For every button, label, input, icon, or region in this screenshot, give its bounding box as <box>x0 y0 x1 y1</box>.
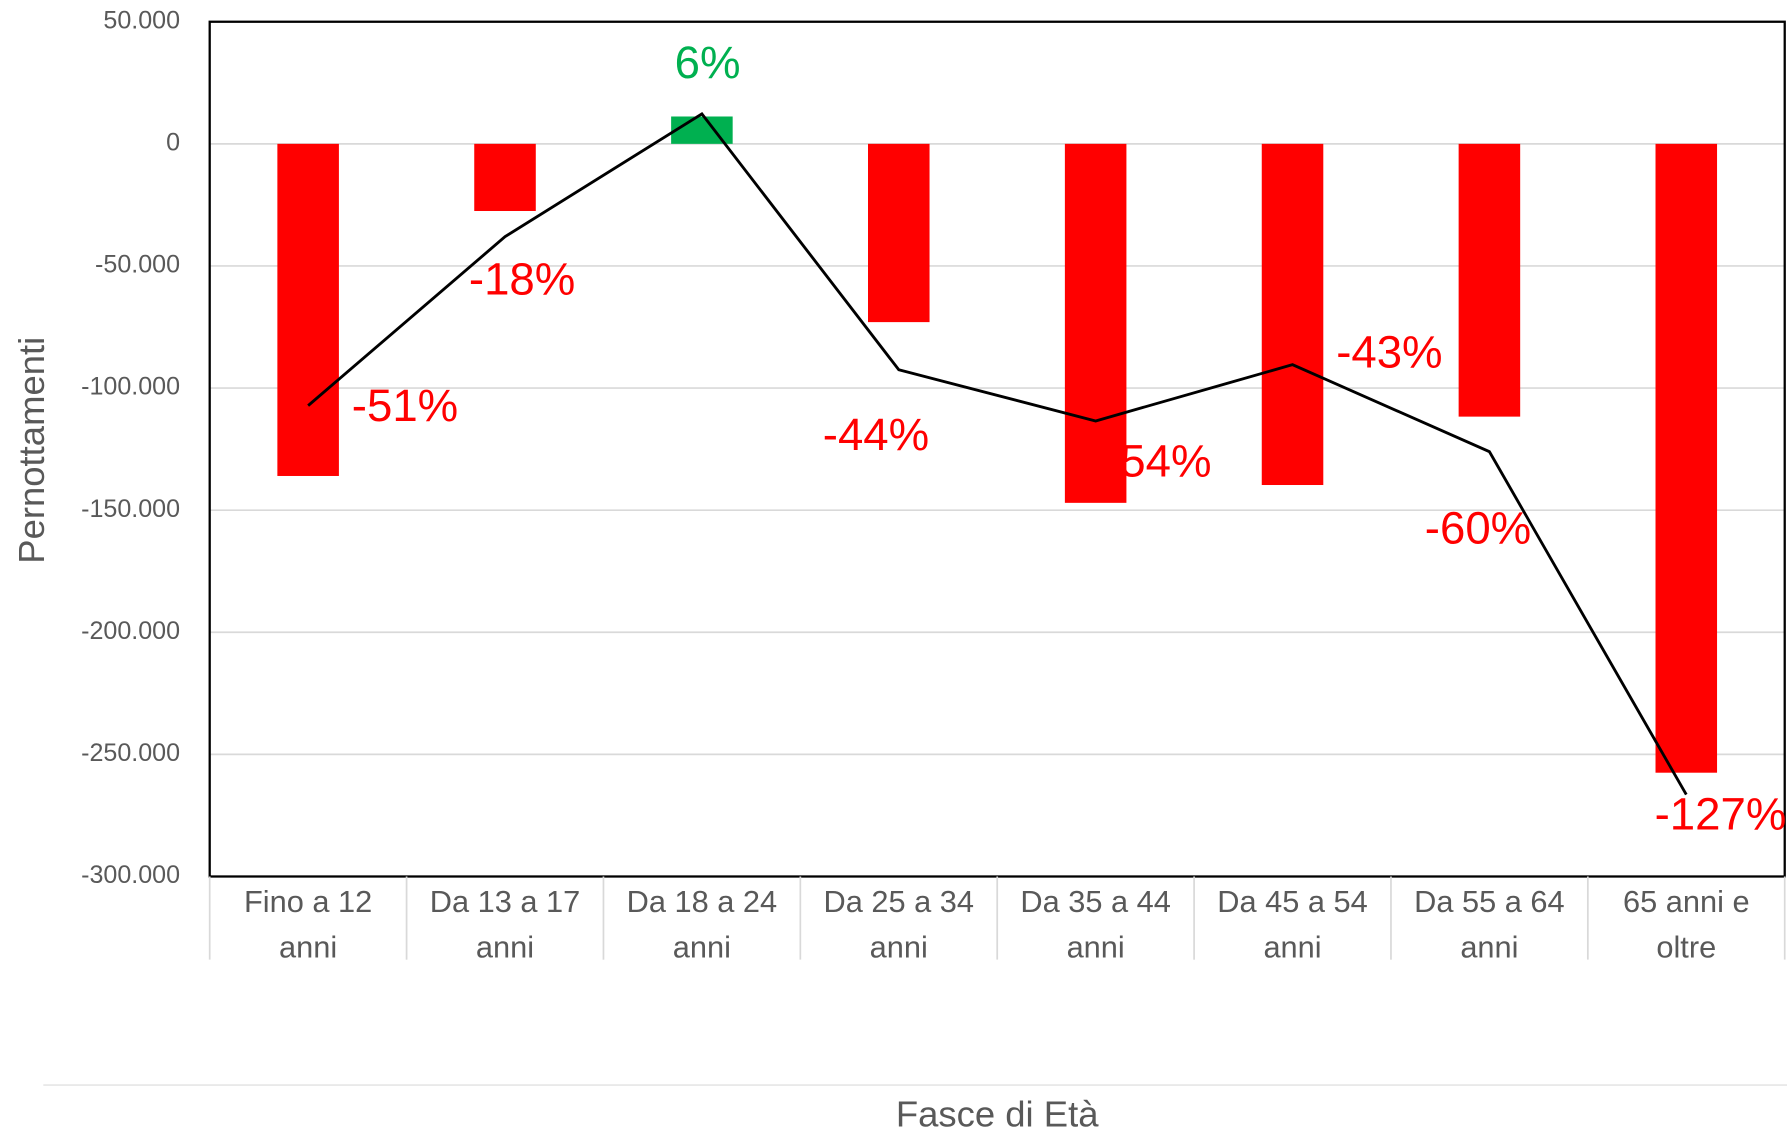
x-tick-line: Fino a 12 <box>244 884 372 919</box>
x-tick-line: 65 anni e <box>1623 884 1750 919</box>
x-tick-line: Da 18 a 24 <box>627 884 778 919</box>
x-tick-line: Da 13 a 17 <box>430 884 581 919</box>
x-tick-label: 65 anni e oltre <box>1623 884 1750 965</box>
x-tick-line: anni <box>476 930 534 965</box>
y-tick-label: -100.000 <box>81 373 180 401</box>
data-label: -127% <box>1655 788 1787 839</box>
y-axis-title: Pernottamenti <box>11 337 52 564</box>
x-tick-line: anni <box>279 930 337 965</box>
y-tick-label: -50.000 <box>95 251 180 279</box>
x-tick-line: anni <box>673 930 731 965</box>
y-tick-label: -200.000 <box>81 617 180 645</box>
x-tick-line: Da 45 a 54 <box>1217 884 1368 919</box>
x-tick-label: Da 55 a 64 anni <box>1414 884 1565 965</box>
bar <box>1261 143 1324 486</box>
x-tick-line: oltre <box>1656 930 1716 965</box>
data-label: -54% <box>1105 435 1211 486</box>
x-tick-label: Fino a 12 anni <box>244 884 372 965</box>
bar <box>1458 143 1521 417</box>
y-tick-label: 0 <box>166 128 180 156</box>
bar <box>474 143 536 212</box>
y-tick-label: -300.000 <box>81 861 180 889</box>
bar <box>1655 143 1718 773</box>
bar <box>277 143 339 476</box>
x-tick-line: anni <box>870 930 928 965</box>
data-label: 6% <box>675 37 741 88</box>
y-tick-label: -150.000 <box>81 495 180 523</box>
x-tick-line: anni <box>1460 930 1518 965</box>
y-tick-label: 50.000 <box>103 6 180 34</box>
x-tick-label: Da 18 a 24 anni <box>627 884 778 965</box>
x-tick-line: Da 25 a 34 <box>824 884 975 919</box>
x-tick-label: Da 13 a 17 anni <box>430 884 581 965</box>
x-tick-line: Da 55 a 64 <box>1414 884 1565 919</box>
x-tick-line: anni <box>1263 930 1321 965</box>
data-label: -60% <box>1425 502 1531 553</box>
data-label: -43% <box>1336 327 1442 378</box>
data-label: -18% <box>469 253 575 304</box>
x-axis-title: Fasce di Età <box>896 1094 1099 1133</box>
x-tick-label: Da 45 a 54 anni <box>1217 884 1368 965</box>
y-tick-label: -250.000 <box>81 739 180 767</box>
data-label: -44% <box>823 409 929 460</box>
x-tick-label: Da 35 a 44 anni <box>1020 884 1171 965</box>
bar <box>867 143 930 323</box>
x-tick-label: Da 25 a 34 anni <box>824 884 975 965</box>
line <box>307 111 1688 796</box>
x-tick-line: Da 35 a 44 <box>1020 884 1171 919</box>
data-label: -51% <box>352 380 458 431</box>
bar <box>1064 143 1127 503</box>
plot-frame <box>208 20 1786 878</box>
x-tick-line: anni <box>1067 930 1125 965</box>
